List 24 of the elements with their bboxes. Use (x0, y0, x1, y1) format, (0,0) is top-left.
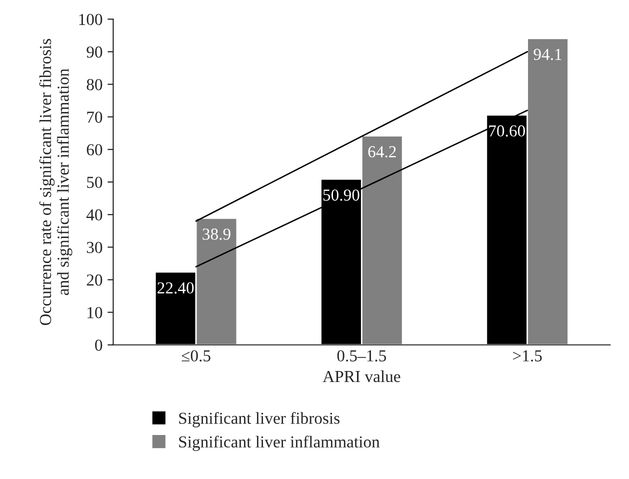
x-tick-label: >1.5 (513, 350, 542, 362)
data-label: 50.90 (323, 189, 360, 201)
y-axis-title: Occurrence rate of significant liver fibrosis and significant liver inflammation (39, 38, 72, 326)
data-label: 38.9 (202, 228, 230, 240)
y-tick-label: 100 (79, 14, 102, 26)
x-axis-title: APRI value (322, 370, 400, 382)
y-tick-label: 0 (95, 340, 102, 351)
data-label: 64.2 (368, 146, 396, 158)
y-tick-label: 20 (86, 274, 102, 286)
legend-label: Significant liver inflammation (179, 436, 380, 451)
y-tick-label: 90 (86, 46, 102, 58)
data-label: 22.40 (158, 282, 194, 294)
y-tick-label: 60 (86, 144, 102, 156)
data-label: 94.1 (534, 48, 562, 60)
data-label: 70.60 (489, 125, 525, 137)
legend-label: Significant liver fibrosis (179, 412, 340, 428)
y-tick-label: 50 (87, 176, 102, 188)
x-tick-label: ≤0.5 (182, 350, 210, 362)
y-tick-label: 80 (86, 79, 102, 90)
x-tick-label: 0.5–1.5 (337, 350, 386, 362)
y-tick-label: 10 (88, 307, 102, 318)
y-tick-label: 30 (86, 242, 102, 254)
y-tick-label: 40 (86, 209, 102, 221)
y-tick-label: 70 (87, 112, 102, 123)
